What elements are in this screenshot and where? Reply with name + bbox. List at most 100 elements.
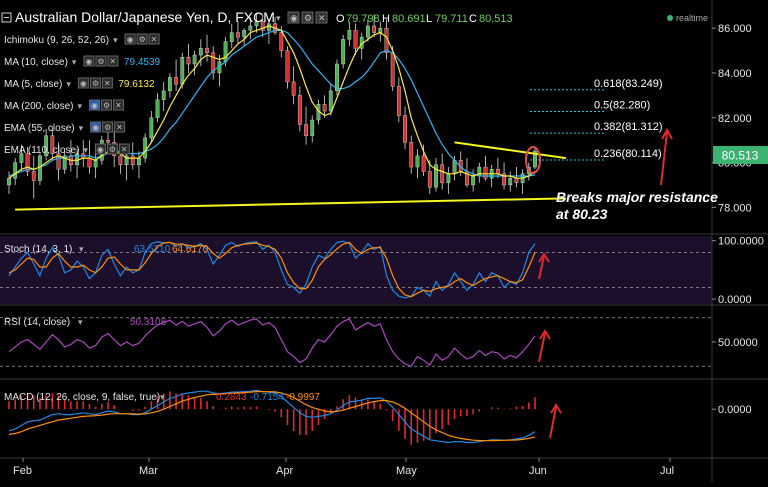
y-tick-label: 50.0000 [718, 337, 758, 349]
trend-arrows [538, 127, 673, 439]
indicator-menu-chevron-icon[interactable]: ▾ [66, 79, 71, 89]
candle [533, 150, 537, 168]
chart-title: Australian Dollar/Japanese Yen, D, FXCM [15, 9, 275, 25]
rsi-label: RSI (14, close) [4, 317, 70, 328]
close-icon: ✕ [151, 35, 158, 44]
svg-text:H: H [382, 13, 390, 25]
eye-button[interactable] [90, 121, 102, 133]
candle [483, 166, 488, 179]
stoch-menu-chevron-icon[interactable]: ▾ [79, 244, 84, 254]
candle [310, 119, 315, 136]
indicator-menu-chevron-icon[interactable]: ▾ [77, 101, 82, 111]
y-tick-label: 84.000 [718, 68, 752, 80]
candle [254, 21, 259, 27]
indicator-label[interactable]: EMA (55, close) [4, 123, 75, 134]
candle [421, 155, 426, 172]
candle [118, 155, 123, 165]
candle [19, 153, 24, 163]
fibonacci-levels: 0.618(83.249) 0.5(82.280) 0.382(81.312) 0.2… [530, 78, 663, 161]
eye-button[interactable] [88, 99, 100, 111]
candle [347, 30, 352, 40]
macd-menu-chevron-icon[interactable]: ▾ [160, 392, 165, 402]
indicator-label[interactable]: MA (10, close) [4, 57, 68, 68]
indicator-menu-chevron-icon[interactable]: ▾ [72, 57, 77, 67]
candle [31, 171, 36, 181]
close-icon[interactable]: ✕ [318, 13, 326, 23]
eye-icon: ◉ [92, 123, 99, 132]
collapse-icon[interactable] [1, 12, 12, 23]
settings-button[interactable] [100, 99, 112, 111]
eye-button[interactable] [77, 77, 89, 89]
annotation-line-2: at 80.23 [556, 206, 608, 222]
eye-button[interactable] [83, 55, 95, 67]
eye-icon[interactable]: ◉ [290, 13, 298, 23]
candle [87, 157, 92, 168]
settings-button[interactable] [136, 33, 148, 45]
indicator-label[interactable]: Ichimoku (9, 26, 52, 26) [4, 35, 109, 46]
close-button[interactable] [101, 77, 113, 89]
candle [149, 117, 154, 139]
resistance-trendline [454, 141, 567, 160]
candle [143, 137, 148, 159]
rsi-panel-bg [0, 306, 712, 378]
eye-button[interactable] [94, 143, 106, 155]
eye-button[interactable] [124, 33, 136, 45]
macd-label: MACD (12, 26, close, 9, false, true) [4, 392, 160, 403]
indicator-label[interactable]: MA (5, close) [4, 79, 62, 90]
title-menu-chevron-icon[interactable]: ▾ [276, 13, 281, 23]
candle [427, 171, 432, 188]
candle [248, 25, 253, 31]
y-tick-label: 82.000 [718, 113, 752, 125]
settings-icon[interactable]: ⚙ [304, 13, 312, 23]
candle [242, 30, 247, 38]
eye-icon: ◉ [127, 35, 134, 44]
candle [7, 178, 11, 186]
indicator-menu-chevron-icon[interactable]: ▾ [113, 35, 118, 45]
candle [285, 50, 290, 83]
candle [223, 41, 228, 62]
candle [508, 178, 513, 186]
breakout-highlight [525, 146, 541, 174]
macd-hist-value: 0.2843 [216, 392, 247, 403]
x-tick-label: Jul [660, 465, 674, 477]
indicator-label[interactable]: MA (200, close) [4, 101, 73, 112]
candle [62, 155, 67, 170]
last-price-value: 80.513 [722, 149, 759, 163]
macd-panel-bg [0, 380, 712, 458]
rsi-value: 50.3108 [130, 317, 167, 328]
indicator-menu-chevron-icon[interactable]: ▾ [79, 123, 84, 133]
close-button[interactable] [148, 33, 160, 45]
indicator-label[interactable]: EMA (110, close) [4, 145, 79, 156]
candle [440, 164, 445, 183]
close-icon: ✕ [109, 57, 116, 66]
indicator-line [8, 241, 536, 298]
candle [229, 32, 234, 42]
y-tick-label: 100.0000 [718, 236, 764, 248]
title-toolbar[interactable]: ◉ ⚙ ✕ [287, 11, 328, 24]
settings-button[interactable] [106, 143, 118, 155]
candle [167, 77, 172, 92]
candle [403, 115, 407, 143]
candle [56, 153, 61, 170]
close-button[interactable] [114, 121, 126, 133]
macd-line-value: -0.7154 [250, 392, 284, 403]
close-button[interactable] [112, 99, 124, 111]
rsi-menu-chevron-icon[interactable]: ▾ [78, 317, 83, 327]
indicator-menu-chevron-icon[interactable]: ▾ [83, 145, 88, 155]
stoch-panel-bg [0, 236, 712, 304]
settings-button[interactable] [89, 77, 101, 89]
fib-label: 0.382(81.312) [594, 121, 663, 133]
close-button[interactable] [107, 55, 119, 67]
close-icon: ✕ [104, 79, 111, 88]
realtime-dot-icon [667, 15, 673, 21]
candle [198, 48, 203, 56]
candle [124, 155, 129, 165]
candle [155, 99, 160, 118]
candle [502, 173, 506, 186]
close-button[interactable] [118, 143, 130, 155]
candle [25, 153, 30, 172]
settings-button[interactable] [102, 121, 114, 133]
svg-text:L: L [426, 13, 432, 25]
settings-button[interactable] [95, 55, 107, 67]
x-tick-label: Jun [529, 465, 547, 477]
